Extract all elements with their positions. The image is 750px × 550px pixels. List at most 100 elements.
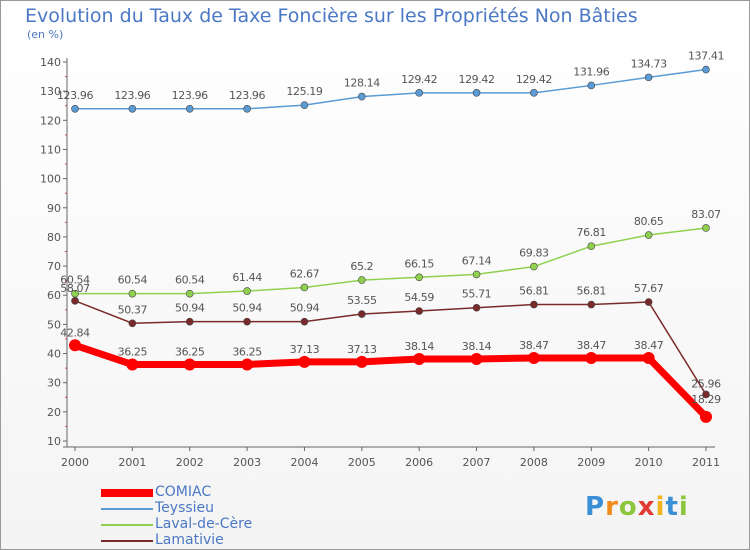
series-line-teyssieu <box>75 68 707 110</box>
data-label: 56.81 <box>577 285 607 298</box>
data-label: 36.25 <box>232 345 262 358</box>
data-point <box>71 297 79 305</box>
x-tick-label: 2003 <box>233 456 261 469</box>
data-point <box>470 352 483 365</box>
data-point <box>243 287 251 295</box>
y-axis-unit: (en %) <box>27 28 64 41</box>
data-point <box>530 262 538 271</box>
data-label: 54.59 <box>404 291 434 304</box>
data-point <box>700 410 712 423</box>
data-point <box>413 352 426 365</box>
y-tick-label: 120 <box>40 114 61 127</box>
data-label: 50.94 <box>290 302 320 315</box>
data-point <box>587 242 596 251</box>
data-point <box>300 101 309 109</box>
data-point <box>183 358 196 371</box>
x-tick-label: 2011 <box>692 456 720 469</box>
data-label: 36.25 <box>175 345 205 358</box>
data-point <box>185 317 194 326</box>
x-tick-label: 2002 <box>176 456 204 469</box>
data-point <box>300 283 309 292</box>
data-point <box>702 224 710 232</box>
y-tick-label: 20 <box>47 406 61 419</box>
data-point <box>355 355 368 368</box>
data-point <box>128 104 137 113</box>
data-label: 55.71 <box>462 288 492 301</box>
y-tick-label: 70 <box>47 260 61 273</box>
y-tick-label: 50 <box>47 318 61 331</box>
data-point <box>128 319 137 328</box>
data-label: 131.96 <box>573 65 609 78</box>
data-label: 134.73 <box>631 57 667 70</box>
data-label: 37.13 <box>290 343 320 356</box>
data-label: 128.14 <box>344 77 380 90</box>
y-tick-label: 60 <box>47 289 61 302</box>
logo-letter: i <box>678 492 689 522</box>
data-point <box>185 289 194 298</box>
proxiti-logo: Proxiti <box>585 492 689 522</box>
data-label: 42.84 <box>60 326 90 339</box>
data-point <box>644 73 653 82</box>
data-label: 37.13 <box>347 343 377 356</box>
data-point <box>472 303 481 312</box>
data-point <box>126 358 139 371</box>
x-tick-label: 2004 <box>290 456 318 469</box>
data-point <box>69 339 81 352</box>
x-tick-label: 2010 <box>635 456 663 469</box>
chart-title: Evolution du Taux de Taxe Foncière sur l… <box>25 5 638 27</box>
data-label: 123.96 <box>114 89 150 102</box>
data-point <box>415 307 423 315</box>
x-tick-label: 2006 <box>405 456 433 469</box>
logo-letter: P <box>585 492 606 522</box>
data-point <box>358 276 366 284</box>
legend-label: Teyssieu <box>155 500 215 516</box>
data-label: 125.19 <box>286 85 322 98</box>
logo-letter: x <box>637 492 656 522</box>
data-label: 129.42 <box>458 73 494 86</box>
data-label: 123.96 <box>172 89 208 102</box>
data-point <box>300 317 309 326</box>
y-tick-label: 130 <box>40 85 61 98</box>
data-label: 50.37 <box>118 303 148 316</box>
series-line-lamativie <box>74 300 707 395</box>
data-label: 38.47 <box>577 339 607 352</box>
data-label: 80.65 <box>634 215 664 228</box>
data-point <box>71 104 79 113</box>
y-tick-label: 110 <box>40 143 61 156</box>
data-point <box>358 92 366 101</box>
data-point <box>358 310 366 318</box>
data-label: 62.67 <box>290 267 320 280</box>
data-point <box>415 89 423 97</box>
data-label: 36.25 <box>118 345 148 358</box>
logo-letter: r <box>605 492 619 522</box>
data-label: 58.07 <box>60 282 90 295</box>
x-tick-label: 2001 <box>118 456 146 469</box>
data-label: 25.96 <box>691 377 721 390</box>
data-point <box>527 351 540 364</box>
x-tick-label: 2008 <box>520 456 548 469</box>
data-point <box>702 390 710 399</box>
data-label: 60.54 <box>60 274 90 287</box>
data-point <box>415 273 423 282</box>
series-line-laval-de-c-re <box>75 227 707 295</box>
data-label: 123.96 <box>57 89 93 102</box>
data-label: 53.55 <box>347 294 377 307</box>
data-label: 83.07 <box>691 208 721 221</box>
y-tick-label: 80 <box>47 231 61 244</box>
data-label: 50.94 <box>232 302 262 315</box>
data-label: 60.54 <box>175 274 205 287</box>
y-tick-label: 40 <box>47 348 61 361</box>
data-point <box>530 89 538 97</box>
data-label: 65.2 <box>350 260 373 273</box>
x-tick-label: 2007 <box>463 456 491 469</box>
data-label: 129.42 <box>516 73 552 86</box>
data-label: 38.14 <box>404 340 434 353</box>
y-tick-label: 10 <box>47 435 61 448</box>
data-point <box>587 300 596 309</box>
data-label: 69.83 <box>519 247 549 260</box>
legend-label: COMIAC <box>155 484 212 500</box>
data-label: 66.15 <box>404 257 434 270</box>
data-label: 60.54 <box>118 274 148 287</box>
